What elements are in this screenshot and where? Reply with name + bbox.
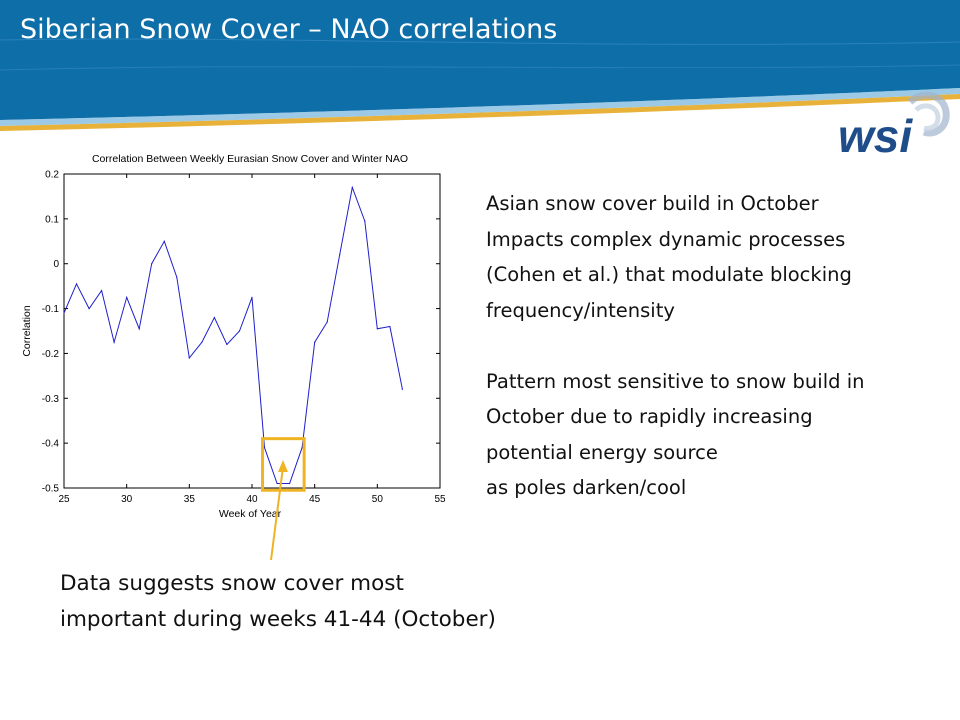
chart-x-axis-label: Week of Year: [219, 508, 282, 520]
data-point: [88, 307, 90, 310]
data-point: [213, 316, 215, 319]
data-point: [151, 263, 153, 265]
text-line: Asian snow cover build in October: [486, 192, 819, 215]
y-tick-label: 0.2: [45, 170, 59, 181]
y-tick-label: -0.2: [42, 349, 60, 360]
data-point: [238, 330, 241, 332]
plot-frame: [63, 173, 441, 489]
text-line: frequency/intensity: [486, 298, 675, 322]
x-tick-label: 30: [121, 494, 133, 505]
callout-line: important during weeks 41-44 (October): [60, 607, 496, 632]
data-point: [263, 447, 266, 449]
data-point: [276, 482, 278, 485]
data-point: [251, 296, 253, 298]
x-tick-label: 45: [309, 494, 321, 505]
data-point: [226, 343, 228, 346]
data-point: [376, 328, 378, 330]
x-tick-label: 35: [184, 494, 196, 505]
text-line: potential energy source: [486, 440, 718, 464]
data-point: [339, 254, 341, 256]
line-chart: Correlation Between Weekly Eurasian Snow…: [21, 153, 446, 520]
y-tick-label: 0.1: [45, 214, 59, 225]
body-text: Asian snow cover build in October Impact…: [486, 186, 956, 506]
highlight-box: [261, 437, 306, 492]
text-line: Impacts complex dynamic processes: [486, 227, 846, 251]
data-point: [326, 321, 328, 323]
x-tick-label: 25: [58, 494, 70, 505]
text-line: (Cohen et al.) that modulate blocking: [486, 263, 852, 286]
data-point: [63, 312, 65, 314]
data-point: [351, 186, 353, 189]
y-tick-label: -0.3: [42, 394, 60, 405]
data-point: [75, 283, 78, 285]
data-point: [364, 220, 366, 222]
y-tick-label: -0.5: [42, 484, 60, 495]
x-tick-label: 40: [246, 494, 258, 505]
y-tick-label: -0.1: [42, 304, 60, 315]
wsi-logo: wsi: [838, 91, 950, 162]
slide-title: Siberian Snow Cover – NAO correlations: [20, 14, 558, 45]
text-line: Pattern most sensitive to snow build in: [486, 369, 865, 393]
text-line: October due to rapidly increasing: [486, 405, 813, 428]
x-tick-label: 50: [372, 494, 384, 505]
data-point: [289, 482, 291, 485]
data-point: [113, 341, 115, 343]
x-tick-label: 55: [434, 494, 446, 505]
callout-line: Data suggests snow cover most: [60, 571, 404, 596]
chart-y-axis-label: Correlation: [21, 305, 33, 357]
callout-text: Data suggests snow cover most important …: [60, 566, 680, 638]
data-point: [176, 276, 178, 278]
data-point: [314, 341, 316, 343]
chart-title: Correlation Between Weekly Eurasian Snow…: [92, 153, 408, 165]
logo-text: wsi: [838, 110, 913, 162]
data-point: [188, 357, 190, 359]
data-point: [163, 240, 165, 242]
data-point: [401, 388, 403, 390]
y-tick-label: -0.4: [42, 439, 60, 450]
series-line: [63, 185, 403, 484]
data-point: [201, 341, 203, 343]
text-line: as poles darken/cool: [486, 476, 687, 499]
data-point: [389, 325, 391, 328]
data-point: [101, 290, 103, 292]
header-band: [0, 0, 960, 131]
data-point: [301, 447, 303, 449]
data-point: [138, 328, 140, 330]
data-point: [126, 296, 128, 298]
y-tick-label: 0: [53, 259, 59, 270]
